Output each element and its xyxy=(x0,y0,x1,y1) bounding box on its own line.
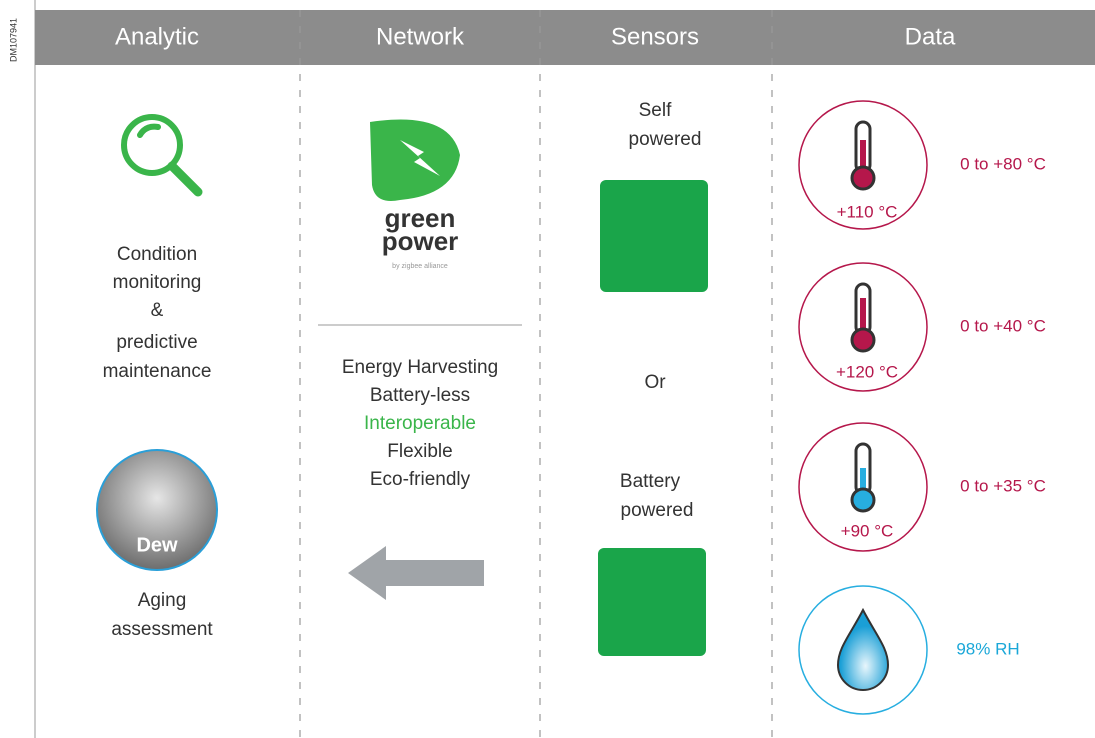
thermometer-bulb xyxy=(850,165,876,191)
or-text: Or xyxy=(644,372,666,393)
range-label: 0 to +80 °C xyxy=(960,154,1046,173)
sensor-text: Self xyxy=(639,100,672,121)
thermometer-bulb xyxy=(850,487,876,513)
aging-text: assessment xyxy=(111,619,213,640)
item-circle xyxy=(798,100,928,230)
header: Data xyxy=(905,23,956,50)
item-circle xyxy=(798,422,928,552)
item-circle xyxy=(798,585,928,715)
dew-image xyxy=(96,449,218,571)
header: Sensors xyxy=(611,23,699,50)
temp-item: +110 °C 0 to +80 °C xyxy=(798,100,1046,230)
feature: Eco-friendly xyxy=(370,469,471,490)
header-bar xyxy=(35,10,1095,65)
aging-text: Aging xyxy=(138,590,187,611)
temp-item: +90 °C 0 to +35 °C xyxy=(798,422,1046,552)
analytic-text: Condition xyxy=(117,244,197,265)
thermometer-fill xyxy=(860,468,866,496)
range-label: 98% RH xyxy=(956,639,1019,658)
magnifier-icon xyxy=(121,114,203,197)
range-label: 0 to +40 °C xyxy=(960,316,1046,335)
feature: Battery-less xyxy=(370,385,470,406)
inner-label: +110 °C xyxy=(837,202,898,221)
item-circle xyxy=(798,262,928,392)
sensor-text: powered xyxy=(629,129,702,150)
leaf-logo xyxy=(370,119,460,201)
thermometer-fill xyxy=(860,140,866,175)
analytic-text: monitoring xyxy=(113,272,202,293)
humidity-item: 98% RH xyxy=(798,585,1020,715)
feature: Flexible xyxy=(387,441,452,462)
sensor-image xyxy=(600,180,708,292)
side-label: DM107941 xyxy=(8,18,18,62)
logo-text: green xyxy=(385,203,456,233)
range-label: 0 to +35 °C xyxy=(960,476,1046,495)
header: Analytic xyxy=(115,23,199,50)
feature: Energy Harvesting xyxy=(342,357,498,378)
sensor-text: Battery xyxy=(620,471,681,492)
temp-item: +120 °C 0 to +40 °C xyxy=(798,262,1046,392)
analytic-text: & xyxy=(151,300,164,321)
logo-text: power xyxy=(382,226,459,256)
drop-icon xyxy=(836,607,890,691)
arrow xyxy=(348,546,484,600)
header: Network xyxy=(376,23,465,50)
analytic-text: predictive xyxy=(116,332,197,353)
inner-label: +120 °C xyxy=(836,362,898,381)
analytic-text: maintenance xyxy=(103,361,212,382)
inner-label: +90 °C xyxy=(841,521,894,540)
thermometer-fill xyxy=(860,298,866,336)
leaf-bolt xyxy=(400,140,440,176)
dew-label: Dew xyxy=(136,534,178,556)
sensor-image xyxy=(598,548,706,656)
logo-sub: by zigbee alliance xyxy=(392,263,448,270)
thermometer-bulb xyxy=(850,327,876,353)
feature: Interoperable xyxy=(364,413,476,434)
sensor-text: powered xyxy=(621,500,694,521)
